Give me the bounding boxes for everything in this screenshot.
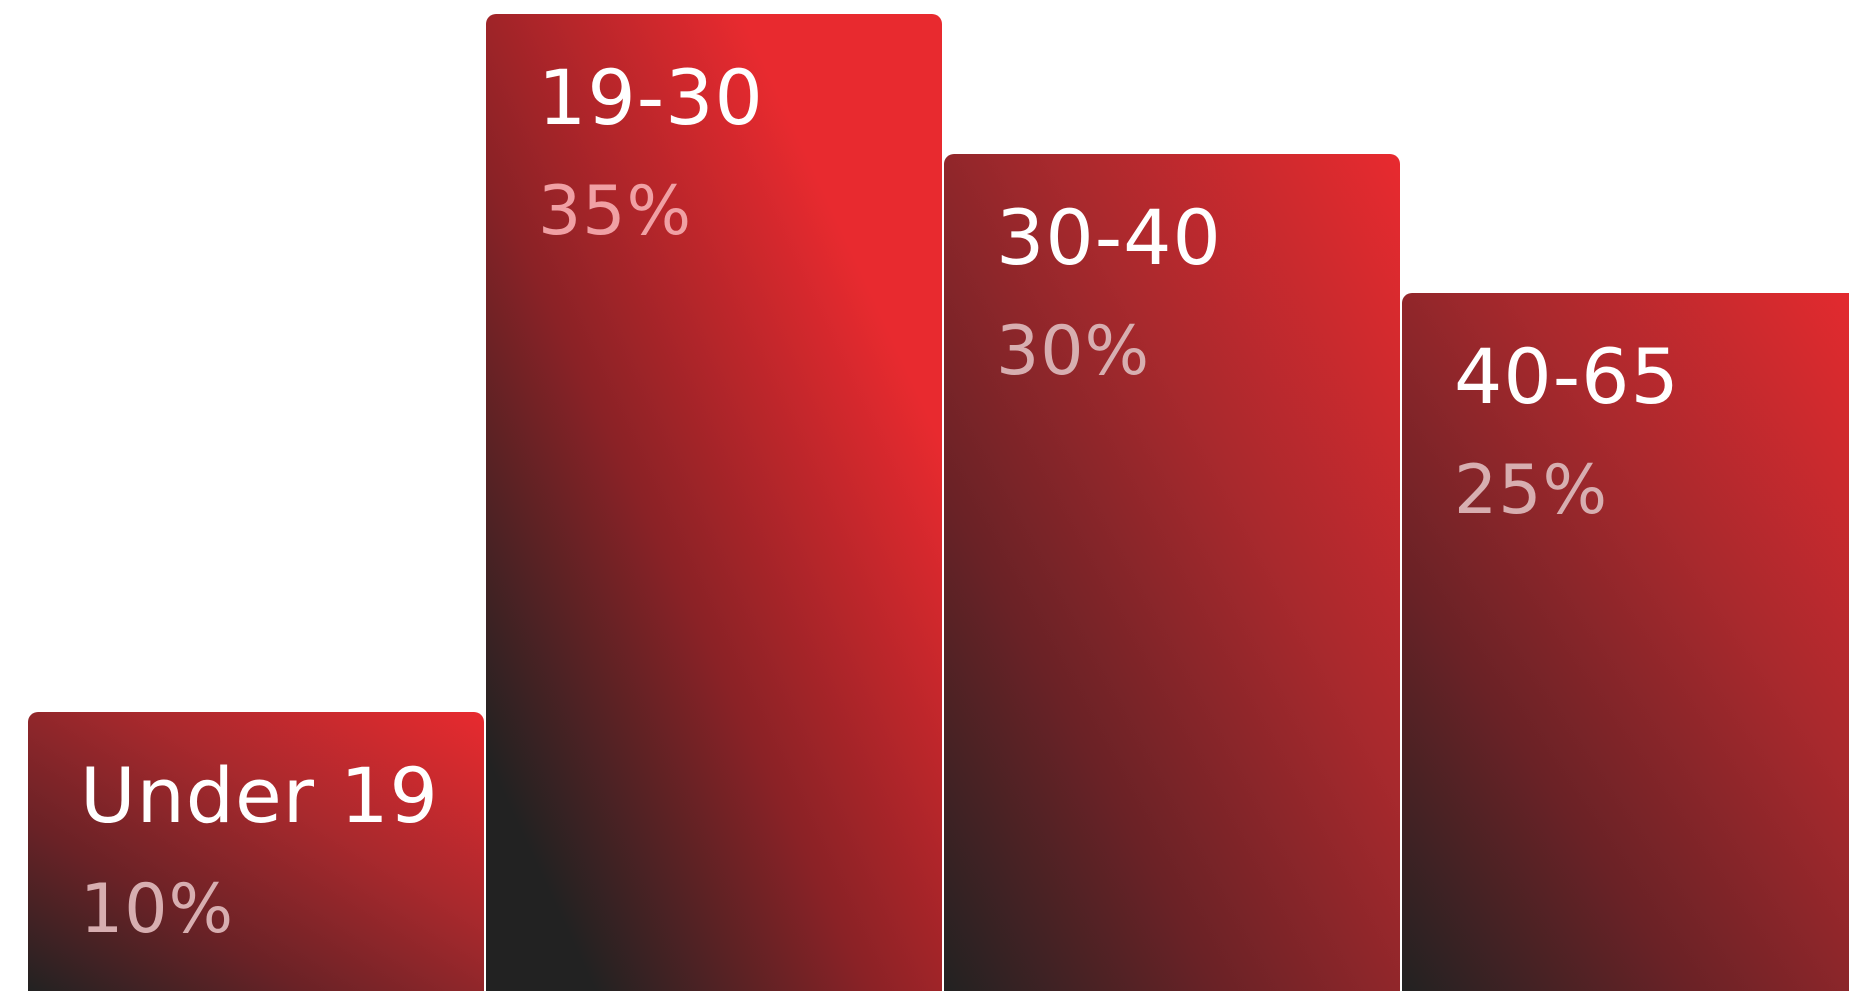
bar-label: 19-30: [538, 53, 764, 142]
bar-value-label: 35%: [538, 172, 693, 251]
bar-19-30: 19-30 35%: [486, 14, 942, 991]
bar-label: 40-65: [1454, 332, 1680, 421]
bar-label: 30-40: [996, 193, 1222, 282]
bar-value-label: 30%: [996, 312, 1151, 391]
bar-30-40: 30-40 30%: [944, 154, 1400, 991]
bar-40-65: 40-65 25%: [1402, 293, 1849, 991]
bar-label: Under 19: [80, 751, 439, 840]
bar-under-19: Under 19 10%: [28, 712, 484, 991]
bar-value-label: 25%: [1454, 451, 1609, 530]
bar-value-label: 10%: [80, 870, 235, 949]
